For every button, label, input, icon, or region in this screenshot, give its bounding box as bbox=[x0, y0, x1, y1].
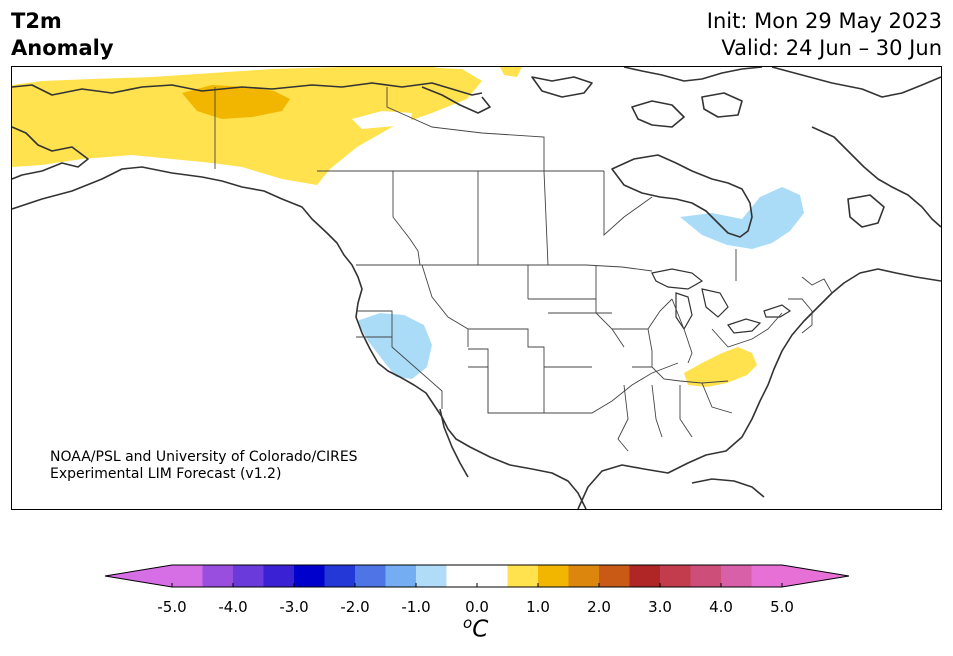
title-line-2: Anomaly bbox=[11, 36, 114, 60]
colorbar-tick-label: -1.0 bbox=[401, 598, 431, 616]
colorbar-tick-label: 3.0 bbox=[648, 598, 672, 616]
colorbar-segment bbox=[751, 565, 783, 587]
colorbar-segment bbox=[629, 565, 661, 587]
colorbar-svg bbox=[104, 564, 850, 588]
colorbar-segment bbox=[690, 565, 722, 587]
anomaly-shading bbox=[12, 67, 804, 387]
colorbar-segment bbox=[477, 565, 508, 587]
map-title: T2m Anomaly bbox=[11, 8, 114, 62]
colorbar-segment bbox=[538, 565, 569, 587]
colorbar-segment bbox=[294, 565, 325, 587]
warm-core-yukon bbox=[182, 85, 290, 119]
cool-anomaly-hudson bbox=[680, 187, 804, 249]
colorbar-segment bbox=[202, 565, 234, 587]
colorbar-extend-high bbox=[782, 565, 849, 587]
colorbar-segment bbox=[446, 565, 478, 587]
coastlines bbox=[12, 67, 941, 509]
colorbar-tick-label: -3.0 bbox=[279, 598, 309, 616]
colorbar-tick-label: 1.0 bbox=[526, 598, 550, 616]
warm-anomaly-alaska bbox=[12, 67, 482, 185]
forecast-dates: Init: Mon 29 May 2023 Valid: 24 Jun – 30… bbox=[707, 8, 942, 62]
credit-line-2: Experimental LIM Forecast (v1.2) bbox=[50, 466, 282, 482]
colorbar-extend-low bbox=[105, 565, 172, 587]
colorbar-segment bbox=[233, 565, 264, 587]
anomaly-map: NOAA/PSL and University of Colorado/CIRE… bbox=[11, 66, 942, 510]
map-canvas: NOAA/PSL and University of Colorado/CIRE… bbox=[12, 67, 941, 509]
colorbar-segment bbox=[599, 565, 630, 587]
colorbar-tick-label: 2.0 bbox=[587, 598, 611, 616]
colorbar-ticks: -5.0 -4.0 -3.0 -2.0 -1.0 0.0 1.0 2.0 3.0 4.0 5.0 bbox=[0, 598, 953, 618]
colorbar-segment bbox=[263, 565, 295, 587]
colorbar-tick-label: -2.0 bbox=[340, 598, 370, 616]
title-line-1: T2m bbox=[11, 9, 62, 33]
great-lakes bbox=[651, 268, 792, 334]
colorbar-segment bbox=[568, 565, 600, 587]
cool-anomaly-west bbox=[357, 313, 432, 379]
colorbar-tick-label: 5.0 bbox=[770, 598, 794, 616]
colorbar-tick-label: 0.0 bbox=[465, 598, 489, 616]
colorbar-segment bbox=[721, 565, 752, 587]
colorbar-tick-label: -5.0 bbox=[157, 598, 187, 616]
unit-superscript: o bbox=[463, 614, 473, 632]
colorbar bbox=[104, 564, 850, 588]
warm-anomaly-arctic-islands bbox=[342, 67, 467, 85]
credit-text: NOAA/PSL and University of Colorado/CIRE… bbox=[50, 449, 358, 483]
credit-line-1: NOAA/PSL and University of Colorado/CIRE… bbox=[50, 449, 358, 465]
colorbar-segment bbox=[507, 565, 539, 587]
colorbar-segment bbox=[324, 565, 356, 587]
colorbar-segment bbox=[660, 565, 691, 587]
colorbar-segment bbox=[385, 565, 417, 587]
unit-base: C bbox=[472, 616, 489, 643]
political-borders bbox=[214, 87, 833, 452]
colorbar-segment bbox=[416, 565, 447, 587]
init-date: Init: Mon 29 May 2023 bbox=[706, 9, 942, 33]
valid-date: Valid: 24 Jun – 30 Jun bbox=[721, 36, 942, 60]
colorbar-tick-label: -4.0 bbox=[218, 598, 248, 616]
warm-anomaly-southeast bbox=[684, 347, 757, 387]
colorbar-segment bbox=[172, 565, 203, 587]
warm-anomaly-greenland-edge bbox=[500, 67, 522, 77]
inner-white-gap bbox=[352, 111, 412, 129]
colorbar-tick-label: 4.0 bbox=[709, 598, 733, 616]
colorbar-segment bbox=[355, 565, 386, 587]
colorbar-unit: oC bbox=[463, 614, 488, 643]
